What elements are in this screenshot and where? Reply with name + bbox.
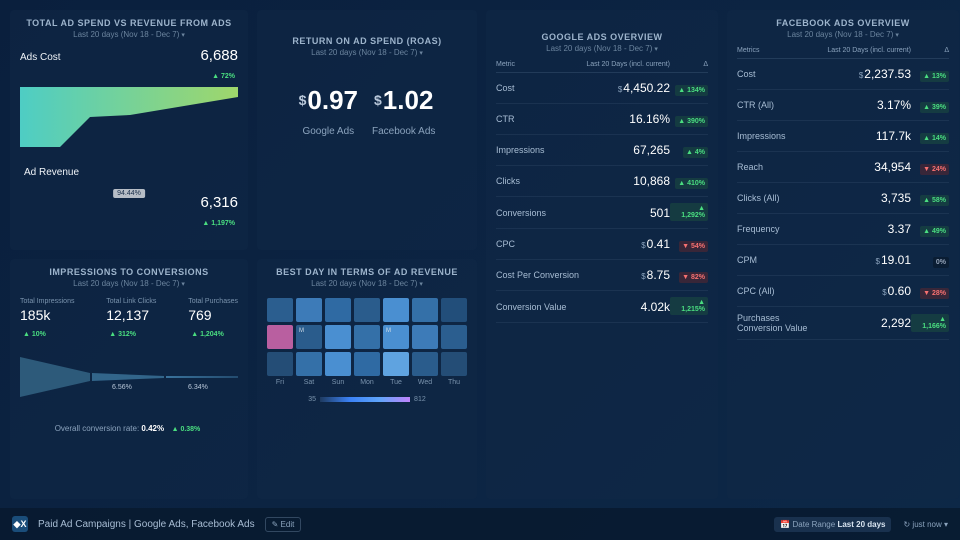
scale-max: 812 [414, 396, 426, 403]
heatmap-day-label: Mon [354, 379, 380, 386]
heatmap-cell[interactable] [412, 352, 438, 376]
overall-label: Overall conversion rate: [55, 424, 139, 433]
ad-revenue-delta: 1,197% [199, 219, 238, 228]
panel-roas: RETURN ON AD SPEND (ROAS) Last 20 days (… [257, 10, 477, 250]
heatmap-cell[interactable] [296, 352, 322, 376]
edit-button[interactable]: ✎ Edit [265, 517, 302, 532]
heatmap-cell[interactable] [267, 298, 293, 322]
heatmap-cell[interactable] [296, 298, 322, 322]
panel-title: RETURN ON AD SPEND (ROAS) [267, 36, 467, 46]
heatmap-cell[interactable] [325, 325, 351, 349]
ads-cost-label: Ads Cost [20, 52, 61, 63]
heatmap-cell[interactable] [412, 298, 438, 322]
col-delta: Δ [911, 47, 949, 54]
metric-row: CPM$19.010% [737, 245, 949, 276]
metric-row: Cost Per Conversion$8.7582% [496, 260, 708, 291]
heatmap-cell[interactable] [267, 325, 293, 349]
metric-row: Impressions67,2654% [496, 135, 708, 166]
heatmap-day-label: Wed [412, 379, 438, 386]
ad-revenue-value: 6,316 [200, 194, 238, 211]
funnel-chart: 6.56% 6.34% [20, 349, 238, 405]
scale-gradient [320, 397, 410, 402]
refresh-indicator[interactable]: ↻ just now ▾ [903, 520, 948, 529]
metric-row: Conversions5011,292% [496, 197, 708, 229]
scale-min: 35 [308, 396, 316, 403]
col-value: Last 20 Days (incl. current) [821, 47, 911, 54]
metric-row: CPC (All)$0.6028% [737, 276, 949, 307]
ad-revenue-label: Ad Revenue [24, 167, 79, 178]
heatmap-cell[interactable] [354, 325, 380, 349]
heatmap-cell[interactable] [354, 298, 380, 322]
heatmap-cell[interactable] [412, 325, 438, 349]
date-range-picker[interactable]: 📅 Date Range Last 20 days [774, 517, 891, 532]
panel-title: GOOGLE ADS OVERVIEW [496, 32, 708, 42]
roas-item: $1.02Facebook Ads [372, 85, 435, 137]
heatmap-day-label: Fri [267, 379, 293, 386]
heatmap-day-label: Thu [441, 379, 467, 386]
col-metric: Metric [496, 61, 580, 68]
col-value: Last 20 Days (incl. current) [580, 61, 670, 68]
metric-row: CTR (All)3.17%39% [737, 90, 949, 121]
heatmap-cell[interactable]: M [296, 325, 322, 349]
panel-spend-vs-revenue: TOTAL AD SPEND VS REVENUE FROM ADS Last … [10, 10, 248, 250]
impression-stat: Total Purchases7691,204% [188, 298, 238, 341]
heatmap-cell[interactable] [383, 352, 409, 376]
col-delta: Δ [670, 61, 708, 68]
panel-google-overview: GOOGLE ADS OVERVIEW Last 20 days (Nov 18… [486, 10, 718, 499]
date-range-selector[interactable]: Last 20 days (Nov 18 - Dec 7) [20, 279, 238, 288]
roas-item: $0.97Google Ads [299, 85, 358, 137]
heatmap-cell[interactable] [383, 298, 409, 322]
logo-icon[interactable]: ◆X [12, 516, 28, 532]
overall-value: 0.42% [141, 424, 164, 433]
heatmap-cell[interactable] [441, 325, 467, 349]
metric-row: Conversion Value4.02k1,215% [496, 291, 708, 323]
svg-text:6.34%: 6.34% [188, 384, 208, 391]
metric-row: Impressions117.7k14% [737, 121, 949, 152]
impression-stat: Total Impressions185k10% [20, 298, 74, 341]
metric-row: CTR16.16%390% [496, 104, 708, 135]
panel-facebook-overview: FACEBOOK ADS OVERVIEW Last 20 days (Nov … [727, 10, 959, 499]
heatmap-cell[interactable] [325, 352, 351, 376]
heatmap-day-label: Tue [383, 379, 409, 386]
panel-impressions-conversions: IMPRESSIONS TO CONVERSIONS Last 20 days … [10, 259, 248, 499]
metric-row: Clicks10,868410% [496, 166, 708, 197]
metric-row: Frequency3.3749% [737, 214, 949, 245]
heatmap-day-label: Sat [296, 379, 322, 386]
dashboard-title: Paid Ad Campaigns | Google Ads, Facebook… [38, 519, 255, 530]
metric-row: Reach34,95424% [737, 152, 949, 183]
panel-title: FACEBOOK ADS OVERVIEW [737, 18, 949, 28]
heatmap-cell[interactable] [354, 352, 380, 376]
heatmap-cell[interactable] [441, 298, 467, 322]
heatmap-cell[interactable] [325, 298, 351, 322]
heatmap-cell[interactable]: M [383, 325, 409, 349]
heatmap-cell[interactable] [441, 352, 467, 376]
ratio-badge: 94.44% [113, 189, 145, 198]
metric-row: Purchases Conversion Value2,2921,166% [737, 307, 949, 340]
impression-stat: Total Link Clicks12,137312% [106, 298, 156, 341]
metric-row: Cost$2,237.5313% [737, 59, 949, 90]
date-range-selector[interactable]: Last 20 days (Nov 18 - Dec 7) [496, 44, 708, 53]
svg-text:6.56%: 6.56% [112, 384, 132, 391]
ads-cost-delta: 72% [209, 72, 238, 81]
date-range-selector[interactable]: Last 20 days (Nov 18 - Dec 7) [737, 30, 949, 39]
panel-title: TOTAL AD SPEND VS REVENUE FROM ADS [20, 18, 238, 28]
date-range-selector[interactable]: Last 20 days (Nov 18 - Dec 7) [267, 48, 467, 57]
panel-title: IMPRESSIONS TO CONVERSIONS [20, 267, 238, 277]
metric-row: CPC$0.4154% [496, 229, 708, 260]
ads-cost-value: 6,688 [200, 47, 238, 64]
metric-row: Clicks (All)3,73558% [737, 183, 949, 214]
panel-title: BEST DAY IN TERMS OF AD REVENUE [267, 267, 467, 277]
overall-delta: 0.38% [169, 425, 204, 434]
date-range-selector[interactable]: Last 20 days (Nov 18 - Dec 7) [267, 279, 467, 288]
col-metric: Metrics [737, 47, 821, 54]
metric-row: Cost$4,450.22134% [496, 73, 708, 104]
date-range-selector[interactable]: Last 20 days (Nov 18 - Dec 7) [20, 30, 238, 39]
footer-bar: ◆X Paid Ad Campaigns | Google Ads, Faceb… [0, 508, 960, 540]
heatmap-cell[interactable] [267, 352, 293, 376]
heatmap-day-label: Sun [325, 379, 351, 386]
panel-best-day: BEST DAY IN TERMS OF AD REVENUE Last 20 … [257, 259, 477, 499]
